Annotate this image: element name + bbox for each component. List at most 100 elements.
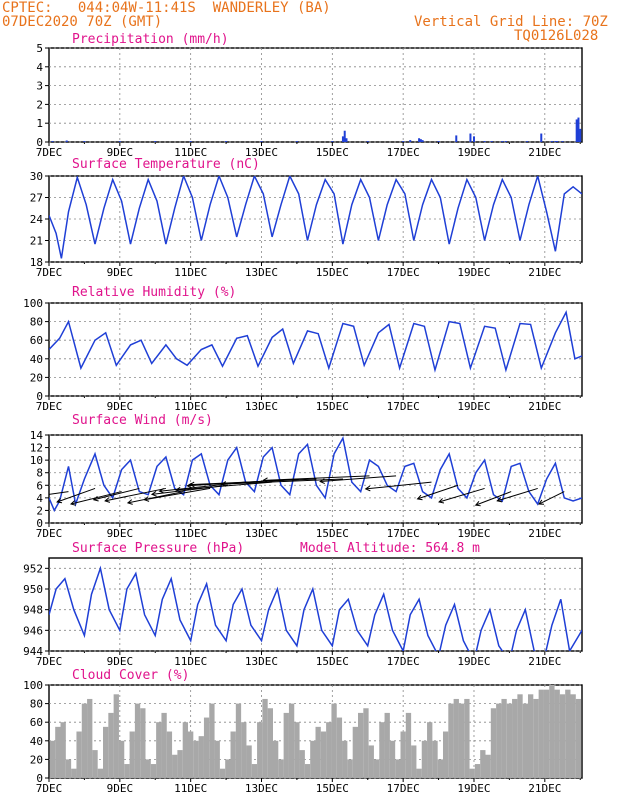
precip-bar	[366, 141, 369, 142]
cloud-bar	[65, 759, 72, 778]
wind-xtick-label: 11DEC	[174, 527, 207, 540]
rh-series-line	[49, 310, 582, 373]
wind-ytick-label: 14	[30, 429, 44, 442]
wind-arrow	[105, 487, 166, 502]
precip-bar	[409, 140, 412, 142]
cloud-bar	[363, 708, 369, 778]
temp-series-line	[49, 176, 582, 259]
rh-xtick-label: 15DEC	[316, 400, 349, 413]
cloud-bar	[278, 759, 284, 778]
rh-ytick-label: 40	[30, 353, 43, 366]
wind-arrow-head	[92, 495, 99, 502]
cloud-bar	[92, 750, 98, 778]
cloud-bar	[60, 722, 66, 778]
cloud-bar	[193, 740, 199, 778]
wind-arrow-head	[262, 477, 268, 484]
temp-data	[49, 176, 582, 259]
precip-xtick-label: 19DEC	[457, 146, 490, 159]
precip-bar	[418, 138, 421, 142]
precip-title: Precipitation (mm/h)	[72, 32, 229, 47]
wind-arrow-head	[150, 491, 157, 497]
cloud-bar	[464, 698, 470, 778]
cloud-bar	[134, 703, 141, 778]
cloud-bar	[124, 764, 130, 778]
cloud-xtick-label: 21DEC	[528, 782, 561, 795]
cloud-bar	[458, 703, 465, 778]
cloud-bar	[267, 708, 274, 778]
temp-ytick-label: 27	[30, 192, 43, 205]
wind-series-line	[49, 435, 582, 513]
rh-ytick-label: 60	[30, 334, 43, 347]
pres-series-line	[49, 565, 582, 651]
cloud-bar	[405, 712, 412, 778]
cloud-bar	[379, 722, 385, 778]
wind-arrow	[127, 491, 184, 504]
cloud-bar	[512, 698, 518, 778]
precip-bar	[472, 136, 475, 142]
cloud-xtick-label: 17DEC	[387, 782, 420, 795]
wind-arrow-head	[0, 499, 2, 504]
header: CPTEC: 044:04W-11:41S WANDERLEY (BA) 07D…	[0, 0, 618, 44]
station-info: CPTEC: 044:04W-11:41S WANDERLEY (BA)	[2, 0, 331, 16]
cloud-data	[49, 685, 582, 778]
precip-xtick-label: 13DEC	[245, 146, 278, 159]
wind-arrow-head	[56, 497, 63, 504]
precip-bar	[345, 138, 348, 142]
wind-arrow-head	[143, 496, 150, 502]
precip-bar	[579, 128, 582, 142]
precip-xtick-label: 15DEC	[316, 146, 349, 159]
precip-bar	[577, 117, 580, 142]
precip-bar	[575, 119, 578, 142]
rh-ytick-label: 100	[23, 297, 43, 310]
cloud-xtick-label: 15DEC	[316, 782, 349, 795]
cloud-bar	[427, 722, 433, 778]
rh-xtick-label: 19DEC	[457, 400, 490, 413]
cloud-bar	[97, 768, 104, 778]
precip-bar	[504, 141, 507, 142]
wind-arrow	[497, 487, 538, 502]
cloud-bar	[71, 768, 77, 778]
wind-arrow-head	[438, 498, 445, 504]
cloud-bar	[161, 712, 167, 778]
precip-bar	[469, 133, 472, 142]
precip-ytick-label: 5	[36, 42, 43, 55]
temp-title: Surface Temperature (nC)	[72, 157, 260, 172]
cloud-bar	[150, 764, 157, 778]
cloud-bar	[421, 740, 428, 778]
cloud-bar	[480, 750, 486, 778]
wind-arrow-head	[319, 478, 325, 485]
wind-ytick-label: 10	[30, 454, 43, 467]
precip-ytick-label: 2	[36, 98, 43, 111]
precip-xtick-label: 7DEC	[36, 146, 63, 159]
cloud-bar	[448, 703, 454, 778]
cloud-bar	[506, 703, 513, 778]
temp-ytick-label: 30	[30, 170, 43, 183]
cloud-ytick-label: 100	[23, 679, 43, 692]
precip-bar	[483, 141, 486, 142]
rh-xtick-label: 7DEC	[36, 400, 63, 413]
temp-xtick-label: 11DEC	[174, 266, 207, 279]
temp-xtick-label: 7DEC	[36, 266, 63, 279]
precip-ytick-label: 4	[36, 61, 43, 74]
cloud-bar	[352, 726, 358, 778]
cloud-bar	[474, 764, 481, 778]
wind-arrow	[475, 491, 512, 506]
cloud-bar	[315, 726, 321, 778]
cloud-bar	[55, 726, 61, 778]
pres-xtick-label: 7DEC	[36, 655, 63, 668]
wind-arrow	[144, 487, 211, 501]
cloud-bar	[262, 698, 268, 778]
cloud-bar	[411, 745, 417, 778]
pres-ytick-label: 946	[23, 624, 43, 637]
pres-xtick-label: 9DEC	[107, 655, 134, 668]
cloud-bar	[172, 754, 178, 778]
cloud-bar	[203, 717, 210, 778]
pres-ytick-label: 950	[23, 583, 43, 596]
precip-bar	[421, 140, 424, 142]
wind-data	[0, 435, 582, 513]
cloud-bar	[145, 759, 151, 778]
cloud-bar	[299, 750, 305, 778]
precip-bar	[526, 141, 529, 142]
cloud-ytick-label: 60	[30, 716, 43, 729]
wind-ytick-label: 6	[36, 479, 43, 492]
